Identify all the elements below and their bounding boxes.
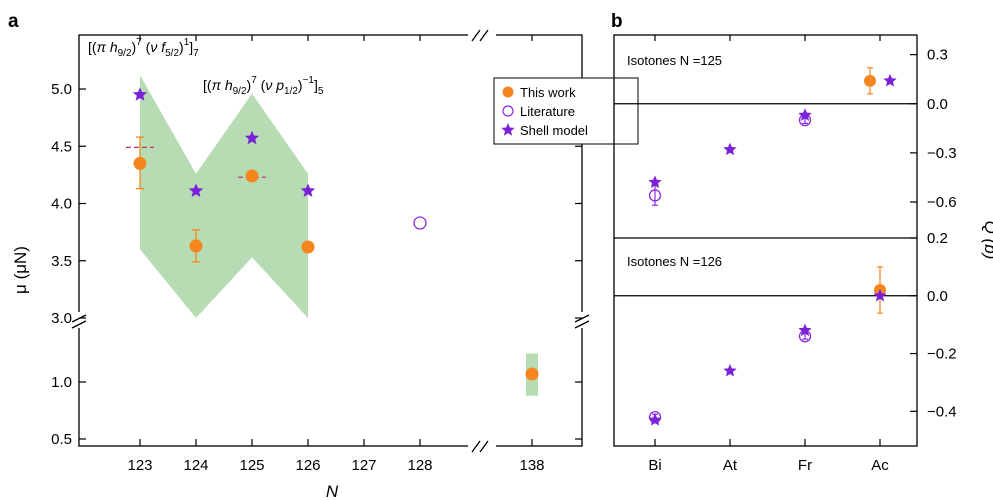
panel-a-marks <box>132 87 539 381</box>
y-tick-label: −0.3 <box>927 145 957 162</box>
point-shell-model <box>648 413 662 426</box>
panel-a-frame <box>78 34 583 447</box>
y-tick-label: 1.0 <box>51 374 72 391</box>
y-tick-label: −0.2 <box>927 346 957 363</box>
x-tick-label: 126 <box>295 457 320 474</box>
y-tick-label: 4.5 <box>51 138 72 155</box>
point-this-work <box>133 156 147 170</box>
x-tick-label: 127 <box>351 457 376 474</box>
point-shell-model <box>723 142 737 156</box>
x-break-gap-top <box>468 28 496 42</box>
point-shell-model <box>188 183 204 197</box>
y-tick-label: 0.3 <box>927 47 948 64</box>
panel-a-ticks: 123 124 125 126 127 128 138 3.0 3.5 4.0 4.5 5.0 0.5 1… <box>51 35 582 474</box>
point-shell-model <box>883 73 897 87</box>
shell-model-range-band <box>140 75 538 396</box>
y-break-gap-right <box>575 312 589 328</box>
subpanel-title-n125: Isotones N =125 <box>627 53 722 68</box>
config-annotation-2: [(π h9/2)7 (ν p1/2)−1]5 <box>203 75 324 97</box>
x-tick-label: Ac <box>871 457 889 474</box>
point-shell-model <box>132 87 148 101</box>
x-tick-label: 138 <box>519 457 544 474</box>
y-break-gap-left <box>72 312 86 328</box>
point-shell-model <box>648 175 662 188</box>
point-shell-model <box>798 108 812 121</box>
point-shell-model <box>723 363 737 377</box>
legend-marker-this-work <box>502 86 514 98</box>
subpanel-title-n126: Isotones N =126 <box>627 254 722 269</box>
point-this-work <box>301 240 315 254</box>
point-shell-model <box>244 130 260 145</box>
point-shell-model <box>300 183 316 197</box>
config-annotation-1: [(π h9/2)7 (ν f5/2)1]7 <box>88 37 199 59</box>
point-this-work <box>245 169 259 183</box>
y-axis-title: μ (μN) <box>11 246 30 294</box>
panel-label-b: b <box>611 11 623 32</box>
reference-dashed-lines <box>126 146 266 178</box>
legend: This work Literature Shell model <box>493 77 639 145</box>
panel-b-ticks: Bi At Fr Ac 0.3 0.0 −0.3 −0.6 0.2 0.0 −0.2 −0.4 <box>648 35 957 474</box>
legend-marker-literature <box>502 105 514 117</box>
y-tick-label: 0.5 <box>51 431 72 448</box>
y-tick-label: 4.0 <box>51 196 72 213</box>
y-tick-label: −0.4 <box>927 403 957 420</box>
x-break-gap-bottom <box>468 439 496 453</box>
point-this-work <box>525 367 539 381</box>
x-tick-label: 123 <box>127 457 152 474</box>
y-tick-label: 0.2 <box>927 230 948 247</box>
legend-label-literature: Literature <box>520 104 575 119</box>
x-tick-label: Bi <box>648 457 661 474</box>
x-tick-label: 124 <box>183 457 208 474</box>
panel-b-frame <box>613 34 918 447</box>
y-tick-label: 5.0 <box>51 81 72 98</box>
x-axis-title-text: N <box>326 482 339 500</box>
panel-label-a: a <box>8 11 19 32</box>
x-tick-label: At <box>723 457 738 474</box>
y-tick-label: 3.5 <box>51 253 72 270</box>
x-axis-title: N <box>326 482 339 500</box>
x-tick-label: 128 <box>407 457 432 474</box>
x-tick-label: Fr <box>798 457 812 474</box>
shell-model-range-polygon <box>140 75 308 318</box>
legend-marker-shell-model <box>501 123 515 136</box>
legend-label-shell-model: Shell model <box>520 123 588 138</box>
panel-b-marks <box>648 67 897 426</box>
point-literature <box>648 189 662 202</box>
y-axis-title-right: Q (b) <box>981 221 993 260</box>
y-tick-label: −0.6 <box>927 194 957 211</box>
point-this-work <box>189 239 203 253</box>
y-tick-label: 0.0 <box>927 96 948 113</box>
point-literature <box>413 216 427 230</box>
legend-label-this-work: This work <box>520 85 576 100</box>
point-shell-model <box>873 288 887 302</box>
x-tick-label: 125 <box>239 457 264 474</box>
y-tick-label: 3.0 <box>51 310 72 327</box>
point-this-work <box>864 74 876 87</box>
point-shell-model <box>798 323 812 337</box>
y-tick-label: 0.0 <box>927 288 948 305</box>
